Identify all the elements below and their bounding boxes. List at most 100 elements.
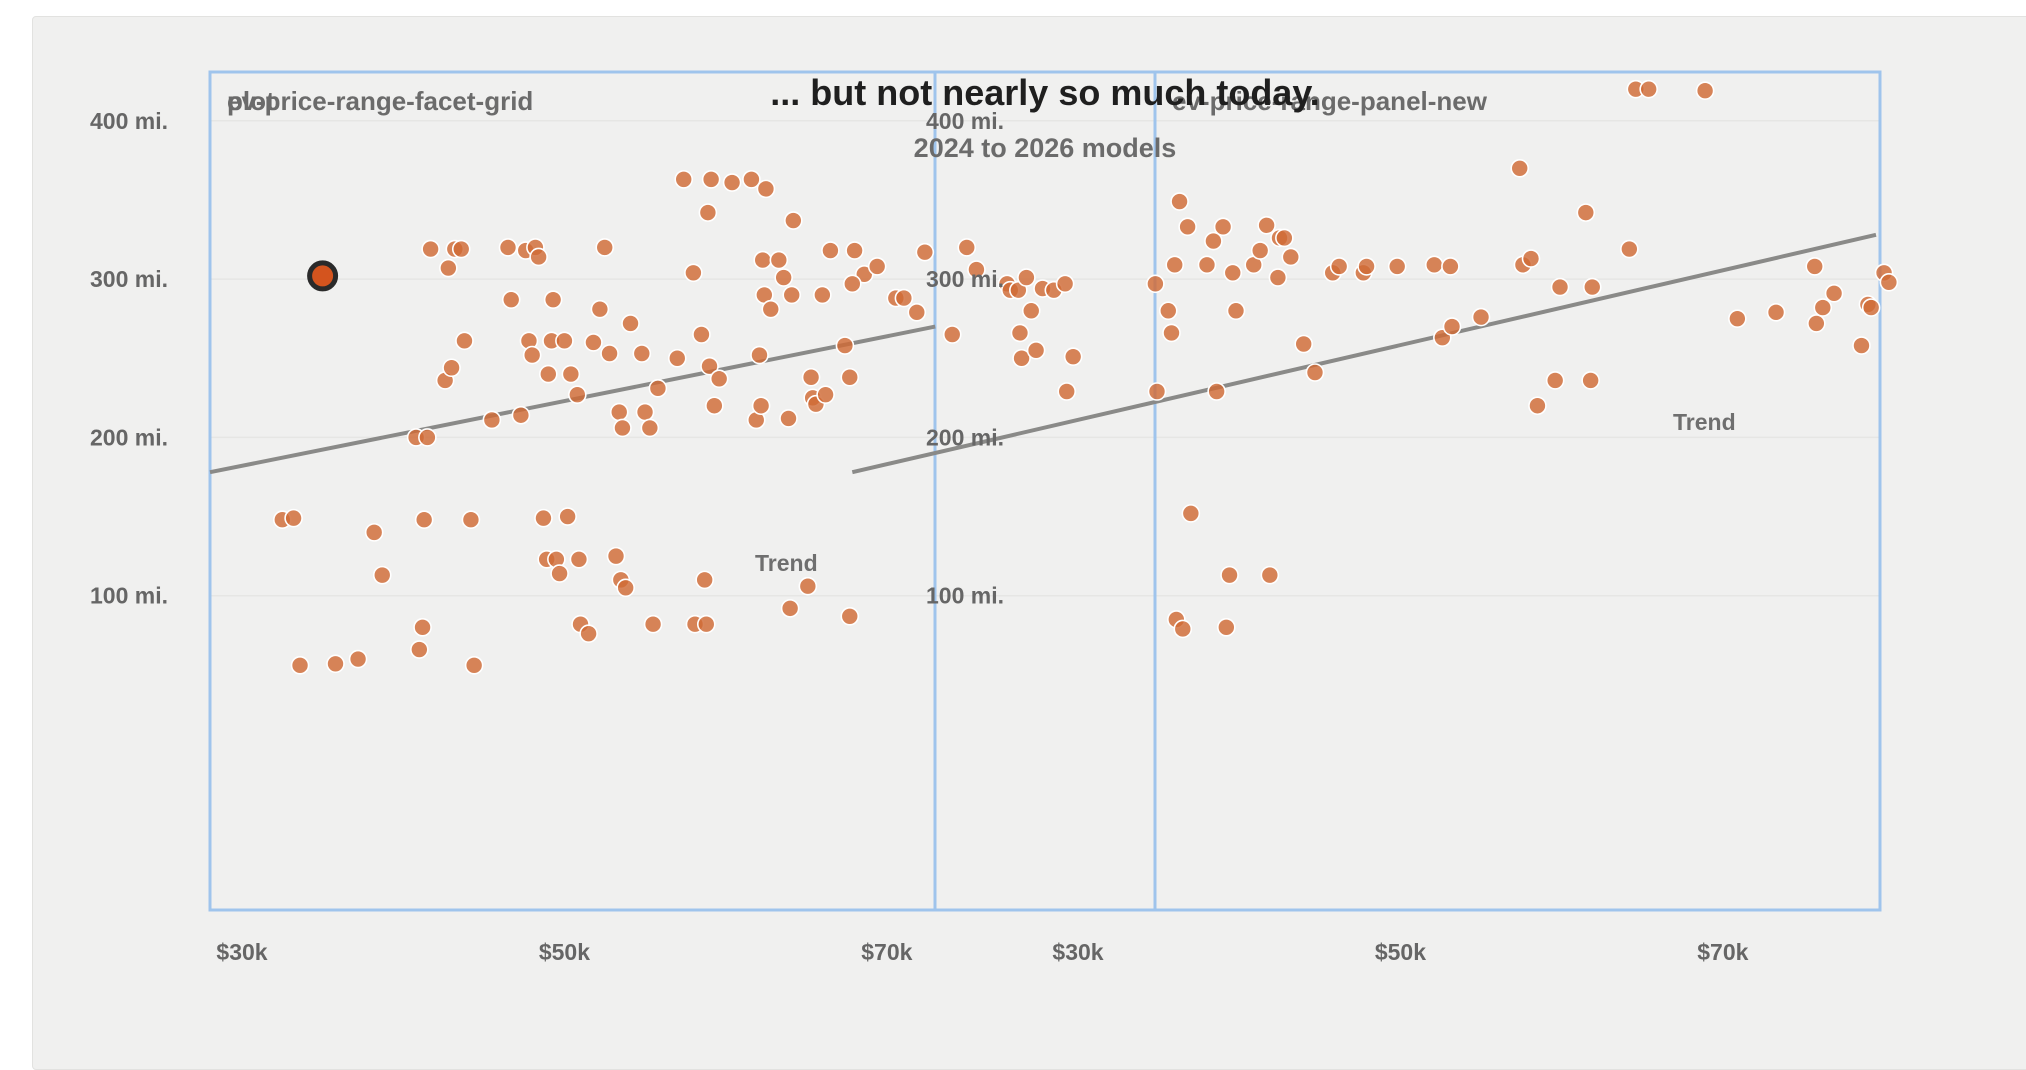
- data-point-1-43: [1268, 268, 1288, 287]
- data-point-1-54: [1424, 255, 1444, 275]
- data-point-1-52: [1357, 257, 1376, 276]
- data-point-1-50: [1329, 257, 1349, 276]
- data-point-1-73: [1766, 303, 1786, 322]
- data-point-1-62: [1528, 396, 1547, 416]
- y-tick-label-1-2: 300 mi.: [926, 266, 1004, 292]
- gridlines: [210, 120, 1880, 597]
- data-point-1-61: [1521, 249, 1541, 268]
- data-point-0-48: [606, 546, 626, 566]
- data-point-1-15: [1026, 341, 1046, 360]
- data-point-0-5: [364, 523, 384, 542]
- data-point-0-52: [616, 578, 635, 598]
- data-point-0-34: [543, 290, 563, 309]
- data-point-0-83: [780, 599, 800, 618]
- data-point-1-45: [1275, 228, 1294, 248]
- data-point-1-6: [957, 238, 977, 257]
- data-point-0-36: [550, 564, 569, 583]
- data-point-0-23: [501, 290, 521, 309]
- data-point-1-22: [1147, 382, 1167, 401]
- data-point-0-76: [753, 250, 773, 270]
- data-point-1-3: [907, 303, 927, 322]
- data-point-0-49: [609, 402, 629, 422]
- data-point-0-87: [801, 367, 821, 387]
- data-point-1-76: [1813, 298, 1833, 317]
- data-point-0-38: [558, 507, 577, 526]
- data-point-0-6: [372, 565, 392, 585]
- data-point-0-60: [674, 170, 694, 189]
- data-point-0-1: [284, 508, 303, 528]
- data-point-0-98: [867, 257, 887, 276]
- data-point-0-3: [326, 654, 345, 674]
- data-point-1-5: [942, 325, 962, 344]
- data-point-0-75: [751, 396, 771, 416]
- data-point-0-44: [584, 333, 603, 352]
- data-point-0-63: [692, 325, 711, 344]
- data-point-0-92: [821, 241, 840, 260]
- trend-label-0: Trend: [755, 550, 818, 576]
- data-point-0-81: [774, 268, 793, 287]
- data-point-0-61: [684, 263, 703, 283]
- data-point-0-55: [635, 402, 655, 422]
- data-point-1-28: [1173, 619, 1193, 639]
- data-point-0-66: [698, 203, 718, 222]
- data-point-0-94: [840, 367, 860, 387]
- data-point-0-58: [648, 379, 668, 398]
- data-point-1-23: [1158, 301, 1178, 321]
- data-point-0-90: [813, 285, 832, 305]
- data-point-0-11: [414, 510, 434, 530]
- data-point-1-7: [967, 260, 986, 279]
- chart-card: [32, 16, 2026, 1070]
- data-point-0-30: [534, 508, 553, 528]
- data-point-1-82: [1879, 272, 1899, 292]
- data-point-1-67: [1582, 277, 1602, 297]
- data-point-0-64: [696, 614, 716, 634]
- data-point-1-34: [1213, 217, 1233, 237]
- data-point-1-71: [1695, 81, 1715, 101]
- panel-label-plot: plot: [227, 86, 275, 116]
- data-point-0-56: [640, 418, 660, 438]
- y-tick-label-1-0: 100 mi.: [926, 583, 1004, 609]
- chart-title: ... but not nearly so much today.: [770, 72, 1319, 113]
- data-point-0-4: [348, 649, 368, 669]
- data-point-0-15: [442, 358, 461, 378]
- data-point-0-37: [555, 331, 574, 351]
- data-point-1-33: [1207, 382, 1226, 401]
- data-point-0-91: [816, 385, 835, 404]
- data-point-0-8: [418, 428, 437, 447]
- data-point-1-31: [1197, 255, 1217, 275]
- data-point-1-75: [1807, 314, 1826, 333]
- data-point-0-46: [595, 238, 615, 257]
- data-point-0-2: [290, 656, 310, 675]
- y-tick-label-1-1: 200 mi.: [926, 424, 1004, 450]
- data-point-1-2: [894, 288, 914, 308]
- data-point-0-96: [845, 241, 864, 260]
- data-point-0-12: [421, 239, 440, 259]
- data-point-0-74: [750, 345, 769, 365]
- data-point-0-20: [464, 656, 484, 675]
- data-point-0-39: [561, 364, 581, 384]
- data-point-1-78: [1852, 336, 1871, 355]
- data-point-1-47: [1294, 334, 1313, 354]
- panel-label-panel-new: ev-price-range-panel-new: [1172, 86, 1488, 116]
- data-point-0-82: [779, 409, 798, 428]
- x-tick-label-0-2: $70k: [861, 939, 912, 965]
- data-point-0-86: [798, 576, 818, 596]
- data-point-0-29: [529, 247, 548, 267]
- data-point-1-68: [1620, 239, 1639, 259]
- data-point-1-74: [1805, 257, 1825, 276]
- data-point-0-70: [709, 369, 729, 389]
- x-tick-label-1-2: $70k: [1697, 939, 1748, 965]
- panel-label-facet-grid: ev-price-range-facet-grid: [227, 86, 533, 116]
- data-point-0-85: [784, 211, 803, 230]
- data-point-1-42: [1260, 565, 1280, 585]
- data-point-0-80: [769, 250, 789, 270]
- data-point-0-18: [455, 331, 474, 351]
- data-point-0-21: [482, 410, 502, 430]
- data-point-0-65: [695, 570, 714, 590]
- data-point-0-17: [451, 239, 471, 259]
- data-point-1-12: [1012, 348, 1031, 368]
- data-point-1-36: [1220, 565, 1239, 585]
- data-point-0-19: [461, 510, 481, 530]
- data-point-1-59: [1510, 158, 1530, 178]
- data-point-1-48: [1305, 363, 1325, 382]
